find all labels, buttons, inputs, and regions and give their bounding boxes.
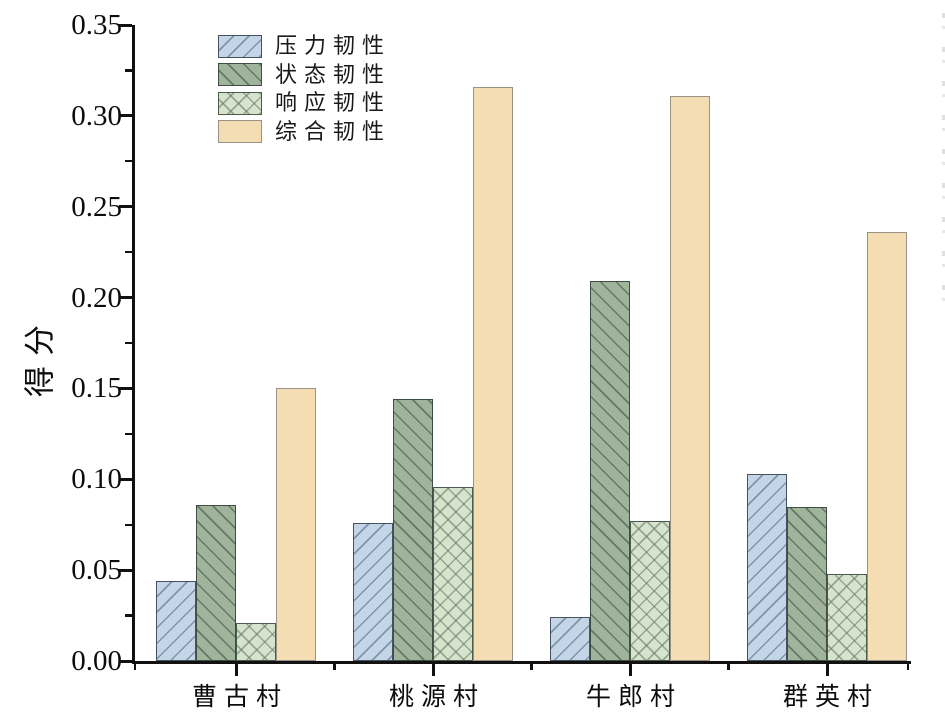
x-axis-minor-tick xyxy=(133,661,137,670)
cropped-edge-text-artifact xyxy=(942,13,945,303)
legend-label: 压力韧性 xyxy=(275,33,392,58)
y-tick-label: 0.05 xyxy=(71,554,122,587)
y-axis-major-tick xyxy=(119,23,132,27)
x-axis-spine xyxy=(132,661,911,664)
x-category-label: 牛郎村 xyxy=(585,684,683,711)
bar-综合韧性-群英村 xyxy=(867,232,907,661)
chart-legend: 压力韧性状态韧性响应韧性综合韧性 xyxy=(218,34,391,144)
legend-label: 综合韧性 xyxy=(275,118,392,144)
y-axis-minor-tick xyxy=(125,160,132,163)
legend-swatch-cross-diagonal xyxy=(218,91,262,115)
y-tick-label: 0.10 xyxy=(71,463,122,496)
y-tick-label: 0.20 xyxy=(71,281,122,314)
x-category-label: 桃源村 xyxy=(388,684,486,711)
y-tick-label: 0.30 xyxy=(71,99,122,132)
y-axis-minor-tick xyxy=(125,523,132,526)
y-axis-major-tick xyxy=(119,114,132,118)
bar-综合韧性-桃源村 xyxy=(473,86,513,661)
legend-item: 压力韧性 xyxy=(218,34,391,58)
bar-状态韧性-牛郎村 xyxy=(590,281,630,661)
y-axis-major-tick xyxy=(119,296,132,300)
y-axis-minor-tick xyxy=(125,614,132,617)
bar-综合韧性-牛郎村 xyxy=(670,95,710,661)
y-tick-label: 0.15 xyxy=(71,372,122,405)
x-axis-major-tick xyxy=(234,661,238,676)
y-tick-label: 0.35 xyxy=(71,9,122,41)
legend-item: 状态韧性 xyxy=(218,61,392,87)
x-axis-major-tick xyxy=(431,661,435,676)
legend-swatch-back-diagonal xyxy=(218,63,262,86)
x-category-label: 群英村 xyxy=(782,684,880,711)
x-category-label: 曹古村 xyxy=(191,684,289,711)
y-axis-minor-tick xyxy=(125,69,132,72)
bar-状态韧性-桃源村 xyxy=(393,399,433,661)
x-axis-minor-tick xyxy=(333,661,336,670)
bar-状态韧性-曹古村 xyxy=(196,504,236,661)
y-axis-minor-tick xyxy=(125,432,132,436)
legend-label: 状态韧性 xyxy=(275,61,392,87)
x-axis-minor-tick xyxy=(727,661,730,670)
x-axis-major-tick xyxy=(628,661,632,676)
y-axis-minor-tick xyxy=(125,250,132,254)
bar-状态韧性-群英村 xyxy=(787,506,827,661)
y-axis-spine xyxy=(132,25,135,664)
bar-压力韧性-牛郎村 xyxy=(550,617,590,661)
x-axis-minor-tick xyxy=(530,661,533,670)
y-axis-minor-tick xyxy=(125,341,132,345)
bar-响应韧性-群英村 xyxy=(827,573,867,661)
legend-swatch-none xyxy=(218,120,262,143)
y-axis-major-tick xyxy=(119,205,132,209)
y-axis-major-tick xyxy=(119,568,132,572)
y-tick-label: 0.00 xyxy=(71,645,122,677)
bar-压力韧性-桃源村 xyxy=(353,522,393,661)
legend-item: 综合韧性 xyxy=(218,118,392,144)
bar-响应韧性-牛郎村 xyxy=(630,521,670,661)
y-axis-major-tick xyxy=(119,659,132,663)
legend-label: 响应韧性 xyxy=(275,90,392,115)
bar-响应韧性-曹古村 xyxy=(236,622,276,661)
bar-压力韧性-群英村 xyxy=(747,473,787,661)
bar-压力韧性-曹古村 xyxy=(156,581,196,661)
y-tick-label: 0.25 xyxy=(71,190,122,223)
y-axis-major-tick xyxy=(119,386,132,390)
bar-响应韧性-桃源村 xyxy=(433,486,473,661)
bar-综合韧性-曹古村 xyxy=(276,388,316,661)
legend-swatch-forward-diagonal xyxy=(218,34,262,58)
y-axis-major-tick xyxy=(119,477,132,481)
x-axis-major-tick xyxy=(825,661,829,676)
x-axis-minor-tick xyxy=(906,661,910,670)
plot-area xyxy=(119,23,911,676)
legend-item: 响应韧性 xyxy=(218,91,391,115)
